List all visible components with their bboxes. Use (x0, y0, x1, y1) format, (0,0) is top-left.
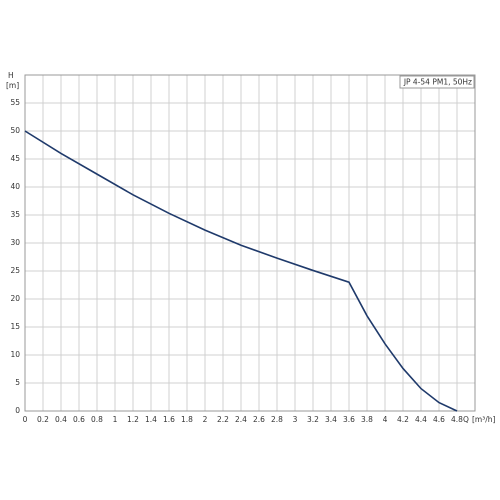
y-tick-label: 0 (15, 406, 20, 415)
x-tick-label: 0.8 (91, 415, 103, 424)
x-axis-unit: [m³/h] (472, 415, 496, 424)
x-tick-label: 0 (23, 415, 28, 424)
x-tick-label: 2.2 (217, 415, 229, 424)
y-axis-unit: [m] (6, 81, 19, 90)
x-tick-label: 3.6 (343, 415, 355, 424)
y-tick-label: 45 (10, 154, 20, 163)
y-tick-label: 25 (10, 266, 20, 275)
x-tick-label: 3 (293, 415, 298, 424)
x-tick-label: 0.6 (73, 415, 85, 424)
y-tick-label: 30 (10, 238, 20, 247)
x-axis-label: Q (463, 415, 469, 424)
x-tick-label: 0.4 (55, 415, 67, 424)
plot-frame (24, 74, 476, 412)
x-tick-label: 4.8 (451, 415, 463, 424)
x-tick-label: 4.4 (415, 415, 427, 424)
y-axis-label: H (8, 71, 14, 80)
x-tick-label: 3.4 (325, 415, 337, 424)
x-tick-label: 0.2 (37, 415, 49, 424)
x-tick-label: 3.8 (361, 415, 373, 424)
x-tick-label: 3.2 (307, 415, 319, 424)
x-tick-label: 1.2 (127, 415, 139, 424)
y-tick-label: 40 (10, 182, 20, 191)
x-tick-label: 2.8 (271, 415, 283, 424)
legend-label: JP 4-54 PM1, 50Hz (403, 78, 472, 87)
x-tick-label: 2 (203, 415, 208, 424)
y-tick-label: 20 (10, 294, 20, 303)
y-tick-label: 50 (10, 126, 20, 135)
x-tick-label: 1 (113, 415, 118, 424)
y-tick-label: 55 (10, 98, 20, 107)
curve (24, 130, 458, 412)
y-tick-label: 35 (10, 210, 20, 219)
y-tick-label: 15 (10, 322, 20, 331)
y-tick-label: 5 (15, 378, 20, 387)
legend-box (399, 75, 475, 89)
y-tick-label: 10 (10, 350, 20, 359)
x-tick-label: 4.6 (433, 415, 445, 424)
x-tick-label: 4.2 (397, 415, 409, 424)
x-tick-label: 2.6 (253, 415, 265, 424)
x-tick-label: 2.4 (235, 415, 247, 424)
x-tick-label: 1.6 (163, 415, 175, 424)
x-tick-label: 4 (383, 415, 388, 424)
x-tick-label: 1.4 (145, 415, 157, 424)
x-tick-label: 1.8 (181, 415, 193, 424)
